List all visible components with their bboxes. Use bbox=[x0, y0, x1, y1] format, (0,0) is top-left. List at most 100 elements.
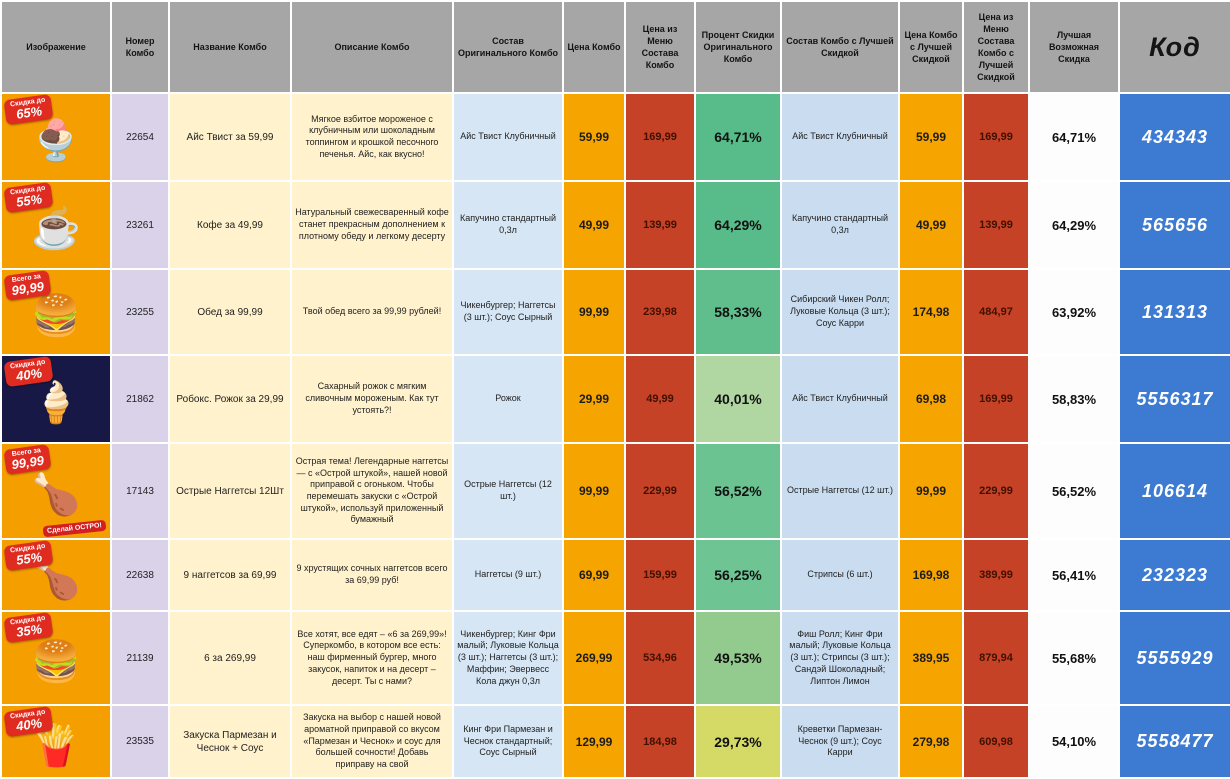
food-icon: 🍗 bbox=[31, 473, 81, 517]
menu-price: 239,98 bbox=[624, 268, 696, 356]
table-body: Скидка до 65% 🍨 22654 Айс Твист за 59,99… bbox=[0, 92, 1230, 779]
combo-number: 23261 bbox=[110, 180, 170, 270]
col-header-discount-percent: Процент Скидки Оригинального Комбо bbox=[694, 0, 782, 94]
product-photo: Всего за 99,99 🍗 Сделай ОСТРО! bbox=[3, 445, 109, 537]
product-photo: Скидка до 40% 🍟 bbox=[3, 707, 109, 776]
combo-description: Все хотят, все едят – «6 за 269,99»! Суп… bbox=[290, 610, 454, 706]
combo-name: Острые Наггетсы 12Шт bbox=[168, 442, 292, 540]
best-combo-price: 69,98 bbox=[898, 354, 964, 444]
combo-code: 565656 bbox=[1118, 180, 1230, 270]
table-row: Скидка до 35% 🍔 21139 6 за 269,99 Все хо… bbox=[0, 610, 1230, 706]
best-menu-price: 169,99 bbox=[962, 92, 1030, 182]
best-menu-price: 484,97 bbox=[962, 268, 1030, 356]
combo-name: Обед за 99,99 bbox=[168, 268, 292, 356]
best-composition: Стрипсы (6 шт.) bbox=[780, 538, 900, 612]
best-discount: 64,29% bbox=[1028, 180, 1120, 270]
discount-badge: Скидка до 35% bbox=[3, 613, 54, 644]
best-combo-price: 99,99 bbox=[898, 442, 964, 540]
best-composition: Креветки Пармезан-Чеснок (9 шт.); Соус К… bbox=[780, 704, 900, 779]
combo-price: 29,99 bbox=[562, 354, 626, 444]
combo-price: 99,99 bbox=[562, 442, 626, 540]
combo-code: 5555929 bbox=[1118, 610, 1230, 706]
badge-extra: Сделай ОСТРО! bbox=[42, 519, 107, 537]
combo-code: 5556317 bbox=[1118, 354, 1230, 444]
best-composition: Сибирский Чикен Ролл; Луковые Кольца (3 … bbox=[780, 268, 900, 356]
col-header-original-composition: Состав Оригинального Комбо bbox=[452, 0, 564, 94]
badge-value: 55% bbox=[15, 191, 44, 211]
food-icon: ☕ bbox=[31, 207, 81, 251]
discount-percent: 49,53% bbox=[694, 610, 782, 706]
discount-percent: 64,71% bbox=[694, 92, 782, 182]
best-discount: 55,68% bbox=[1028, 610, 1120, 706]
badge-value: 55% bbox=[15, 549, 44, 569]
product-image-cell: Скидка до 65% 🍨 bbox=[0, 92, 112, 182]
combo-number: 21139 bbox=[110, 610, 170, 706]
combo-code: 131313 bbox=[1118, 268, 1230, 356]
best-discount: 54,10% bbox=[1028, 704, 1120, 779]
table-row: Скидка до 40% 🍟 23535 Закуска Пармезан и… bbox=[0, 704, 1230, 779]
col-header-best-price: Цена Комбо с Лучшей Скидкой bbox=[898, 0, 964, 94]
best-menu-price: 169,99 bbox=[962, 354, 1030, 444]
combo-name: Айс Твист за 59,99 bbox=[168, 92, 292, 182]
product-image-cell: Скидка до 40% 🍟 bbox=[0, 704, 112, 779]
combo-price: 69,99 bbox=[562, 538, 626, 612]
product-photo: Всего за 99,99 🍔 bbox=[3, 271, 109, 353]
original-composition: Кинг Фри Пармезан и Чеснок стандартный; … bbox=[452, 704, 564, 779]
product-photo: Скидка до 55% ☕ bbox=[3, 183, 109, 267]
combo-number: 21862 bbox=[110, 354, 170, 444]
best-combo-price: 389,95 bbox=[898, 610, 964, 706]
menu-price: 534,96 bbox=[624, 610, 696, 706]
combo-name: 9 наггетсов за 69,99 bbox=[168, 538, 292, 612]
combo-code: 434343 bbox=[1118, 92, 1230, 182]
menu-price: 49,99 bbox=[624, 354, 696, 444]
best-discount: 63,92% bbox=[1028, 268, 1120, 356]
best-menu-price: 879,94 bbox=[962, 610, 1030, 706]
col-header-number: Номер Комбо bbox=[110, 0, 170, 94]
food-icon: 🍦 bbox=[31, 381, 81, 425]
badge-value: 99,99 bbox=[10, 453, 45, 473]
best-combo-price: 174,98 bbox=[898, 268, 964, 356]
badge-value: 40% bbox=[15, 365, 44, 385]
product-photo: Скидка до 65% 🍨 bbox=[3, 95, 109, 179]
discount-percent: 56,52% bbox=[694, 442, 782, 540]
combo-price: 49,99 bbox=[562, 180, 626, 270]
col-header-code: Код bbox=[1118, 0, 1230, 94]
combo-number: 23255 bbox=[110, 268, 170, 356]
combo-name: Робокс. Рожок за 29,99 bbox=[168, 354, 292, 444]
col-header-best-discount: Лучшая Возможная Скидка bbox=[1028, 0, 1120, 94]
col-header-best-composition: Состав Комбо с Лучшей Скидкой bbox=[780, 0, 900, 94]
col-header-description: Описание Комбо bbox=[290, 0, 454, 94]
original-composition: Рожок bbox=[452, 354, 564, 444]
original-composition: Капучино стандартный 0,3л bbox=[452, 180, 564, 270]
combo-description: Острая тема! Легендарные наггетсы — с «О… bbox=[290, 442, 454, 540]
combo-description: 9 хрустящих сочных наггетсов всего за 69… bbox=[290, 538, 454, 612]
original-composition: Чикенбургер; Кинг Фри малый; Луковые Кол… bbox=[452, 610, 564, 706]
product-image-cell: Скидка до 55% 🍗 bbox=[0, 538, 112, 612]
combo-name: Закуска Пармезан и Чеснок + Соус bbox=[168, 704, 292, 779]
best-combo-price: 49,99 bbox=[898, 180, 964, 270]
combo-number: 22654 bbox=[110, 92, 170, 182]
header-row: Изображение Номер Комбо Название Комбо О… bbox=[0, 0, 1230, 94]
table-row: Всего за 99,99 🍗 Сделай ОСТРО! 17143 Ост… bbox=[0, 442, 1230, 540]
col-header-best-menu-price: Цена из Меню Состава Комбо с Лучшей Скид… bbox=[962, 0, 1030, 94]
col-header-menu-price: Цена из Меню Состава Комбо bbox=[624, 0, 696, 94]
table-row: Скидка до 65% 🍨 22654 Айс Твист за 59,99… bbox=[0, 92, 1230, 182]
badge-value: 65% bbox=[15, 103, 44, 123]
combo-number: 17143 bbox=[110, 442, 170, 540]
discount-percent: 56,25% bbox=[694, 538, 782, 612]
col-header-combo-price: Цена Комбо bbox=[562, 0, 626, 94]
best-composition: Капучино стандартный 0,3л bbox=[780, 180, 900, 270]
menu-price: 139,99 bbox=[624, 180, 696, 270]
discount-percent: 29,73% bbox=[694, 704, 782, 779]
best-discount: 58,83% bbox=[1028, 354, 1120, 444]
best-discount: 56,52% bbox=[1028, 442, 1120, 540]
table-row: Скидка до 40% 🍦 21862 Робокс. Рожок за 2… bbox=[0, 354, 1230, 444]
combo-code: 232323 bbox=[1118, 538, 1230, 612]
product-photo: Скидка до 40% 🍦 bbox=[3, 357, 109, 441]
combo-name: Кофе за 49,99 bbox=[168, 180, 292, 270]
best-composition: Айс Твист Клубничный bbox=[780, 92, 900, 182]
combo-code: 5558477 bbox=[1118, 704, 1230, 779]
product-image-cell: Скидка до 40% 🍦 bbox=[0, 354, 112, 444]
combo-number: 22638 bbox=[110, 538, 170, 612]
best-composition: Айс Твист Клубничный bbox=[780, 354, 900, 444]
